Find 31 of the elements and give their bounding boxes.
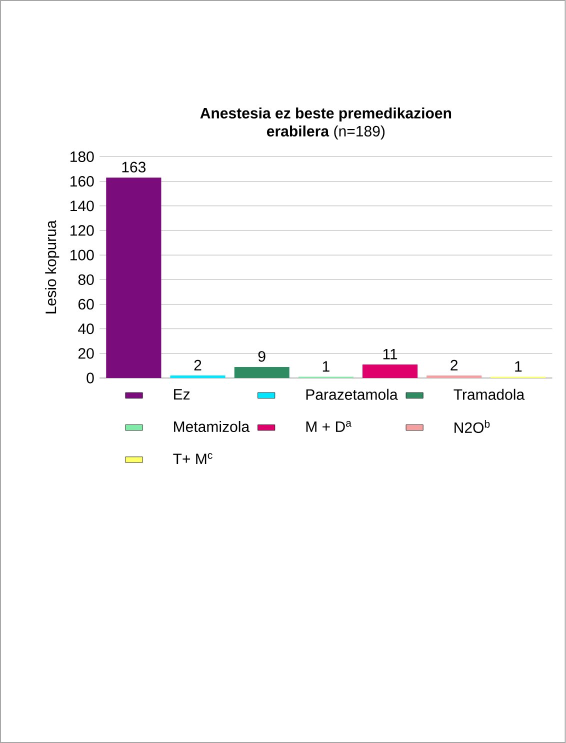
data-label: 2 <box>450 360 458 370</box>
data-label: 1 <box>515 361 522 372</box>
bar <box>426 376 482 378</box>
legend-label: Ez <box>174 389 190 400</box>
bar <box>234 366 290 378</box>
y-tick-label: 120 <box>70 225 94 236</box>
y-tick-label: 60 <box>78 298 94 310</box>
y-tick-label: 80 <box>78 274 94 285</box>
data-label: 9 <box>258 351 266 362</box>
data-label: 11 <box>383 348 398 360</box>
y-tick-label: 180 <box>70 151 94 162</box>
legend-label: Tramadola <box>454 388 525 400</box>
y-tick-label: 160 <box>70 176 94 187</box>
legend-label: Metamizola <box>174 420 250 432</box>
legend-label: Parazetamola <box>306 388 398 400</box>
data-label: 2 <box>194 360 202 370</box>
bar <box>362 364 418 378</box>
legend-label: T+ M$^{c}$ <box>173 453 213 464</box>
data-label: 1 <box>323 361 330 372</box>
bar <box>170 376 226 378</box>
chart-title: Anestesia ez beste premedikazioen erabilera (n=189) <box>200 107 452 140</box>
legend-label: M + D$^{a}$ <box>306 420 352 432</box>
y-axis-title: Lesio kopurua <box>45 220 60 314</box>
y-tick-label: 40 <box>78 324 94 334</box>
data-label: 163 <box>122 162 146 172</box>
y-tick-label: 140 <box>70 200 94 212</box>
y-tick-label: 0 <box>86 372 94 384</box>
y-tick-label: 100 <box>70 250 94 260</box>
legend-label: N2O$^{b}$ <box>454 420 490 434</box>
y-tick-label: 20 <box>78 348 94 359</box>
bar <box>106 178 162 378</box>
